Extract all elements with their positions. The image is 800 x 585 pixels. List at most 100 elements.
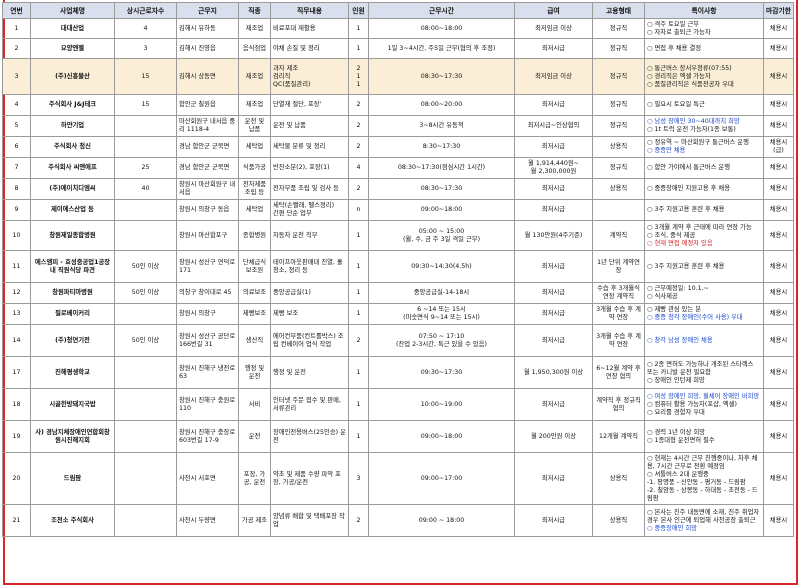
note-line: ○ 자차로 출퇴근 가능자	[647, 28, 711, 36]
duty-description-cell: 야채 손질 및 정리	[270, 38, 349, 59]
deadline-cell: 채용시	[763, 356, 794, 389]
headcount-cell: 3	[348, 452, 369, 505]
salary-cell: 최저시급~인상협의	[514, 115, 593, 137]
headcount-cell: 1	[348, 420, 369, 453]
employment-type-cell: 3개월 수습 후 계약 연장	[592, 324, 645, 357]
job-category-cell: 행정 및 운전	[238, 356, 271, 389]
headcount-cell: 1	[348, 38, 369, 59]
duty-description-cell: 세탁물 분류 및 정리	[270, 136, 349, 158]
salary-cell: 월 130만원(4주기준)	[514, 220, 593, 251]
note-line: ○ 1종대형 운전면허 필수	[647, 436, 715, 444]
table-body: 1 대대산업 4 김해시 유하동 제조업 비료포대 재활용 1 08:00~18:00 최저임금…	[2, 18, 794, 537]
note-line: ○ 제빵 관심 있는 분	[647, 306, 702, 313]
salary-cell: 최저시급	[514, 452, 593, 505]
note-line: ○ 남성 장애인 30~40대까지 희망	[647, 118, 740, 125]
note-line: ○ 요리를 경험자 우대	[647, 408, 705, 416]
deadline-cell: 채용시	[763, 199, 794, 221]
special-notes-cell: ○ 격주 토요일 근무 ○ 자차로 출퇴근 가능자	[644, 18, 764, 39]
special-notes-cell: ○ 여성 장애인 희망, 휠체어 장애인 비희망 ○ 컴퓨터 활용 가능자(포샵,…	[644, 388, 764, 421]
duty-description-cell: 반찬소분(2), 포장(1)	[270, 157, 349, 179]
table-row: 21 조천소 주식회사 사천시 두량면 가공 제조 양념류 배합 및 택배포장 작업 2 0…	[2, 504, 794, 537]
work-hours-cell: 6 ~14 또는 15시 (미숫면식 9~14 또는 15시)	[368, 303, 515, 325]
table-row: 17 진해평생학교 창원시 진해구 냉전로 63 행정 및 운전 행정 및 운전 1 09:…	[2, 356, 794, 389]
employment-type-cell: 계약직 후 정규직 협의	[592, 388, 645, 421]
special-notes-cell: ○ 함안 가야에서 통근버스 운행	[644, 157, 764, 179]
note-line: ○ 중증 청각 장애인(수어 사용) 우대	[647, 314, 743, 321]
row-number-cell: 12	[2, 282, 31, 304]
row-number-cell: 21	[2, 504, 31, 537]
employee-count-cell	[114, 220, 177, 251]
headcount-cell: 2	[348, 94, 369, 116]
work-hours-cell: 08:00~20:00	[368, 94, 515, 116]
headcount-cell: 4	[348, 157, 369, 179]
deadline-cell: 채용시	[763, 94, 794, 116]
headcount-cell: 2	[348, 504, 369, 537]
row-number-cell: 13	[2, 303, 31, 325]
note-line: ○ 경력 1년 이상 희망	[647, 428, 706, 436]
work-hours-cell: 1일 3~4시간, 주5일 근무(협의 후 조정)	[368, 38, 515, 59]
employment-type-cell: 6~12월 계약 후 연장 협의	[592, 356, 645, 389]
work-location-cell: 함안군 칠원읍	[176, 94, 239, 116]
note-line: ○ 면접 후 채용 결정	[647, 44, 702, 52]
headcount-cell: 2	[348, 136, 369, 158]
company-name-cell: 요양엔젤	[30, 38, 115, 59]
company-name-cell: 에스엠피 - 효성중공업1공장 내 직원식당 파견	[30, 250, 115, 283]
table-row: 2 요양엔젤 3 김해시 진영읍 음식점업 야채 손질 및 정리 1 1일 3~4시간, 주5…	[2, 38, 794, 59]
duty-description-cell: 단열재 절단, 포장'	[270, 94, 349, 116]
row-number-cell: 1	[2, 18, 31, 39]
deadline-cell: 채용시	[763, 58, 794, 95]
note-line: ○ 2종 면허도 가능하나 개조된 스타렉스 또는 카니발 운전 필요함	[647, 360, 754, 376]
employment-type-cell: 1년 단위 계약연장	[592, 250, 645, 283]
deadline-cell: 채용시	[763, 282, 794, 304]
company-name-cell: 주식회사 청신	[30, 136, 115, 158]
duty-description-cell: 장애인전용버스(25인승) 운전	[270, 420, 349, 453]
salary-cell: 월 1,914,440원~ 월 2,300,000원	[514, 157, 593, 179]
job-category-cell: 운전 및 납품	[238, 115, 271, 137]
special-notes-cell: ○ 통근버스 장서우정류(07:55) ○ 경리직은 엑셀 가능자 ○ 품질관리직은…	[644, 58, 764, 95]
job-category-cell: 식품가공	[238, 157, 271, 179]
table-row: 13 필로베이커리 창원시 의창구 제빵보조 제빵 보조 1 6 ~14 또는 15시 (미…	[2, 303, 794, 325]
employment-type-cell: 상용직	[592, 178, 645, 200]
table-row: 8 (주)에이치디엠씨 40 창원시 마산회원구 내서읍 전자제품 조립 등 전자부품 조…	[2, 178, 794, 200]
deadline-cell: 채용시(급)	[763, 136, 794, 158]
employment-type-cell: 정규직	[592, 157, 645, 179]
special-notes-cell: ○ 3주 지원고용 훈련 후 채용	[644, 199, 764, 221]
row-number-cell: 19	[2, 420, 31, 453]
job-category-cell: 의료보조	[238, 282, 271, 304]
work-location-cell: 창원시 성산구 공단로 166번길 31	[176, 324, 239, 357]
duty-description-cell: 인터넷 주문 접수 및 판매, 서류관리	[270, 388, 349, 421]
company-name-cell: (주)청연기전	[30, 324, 115, 357]
special-notes-cell: ○ 3개월 계약 후 근태에 따라 연장 가능 ○ 조식, 중식 제공 ○ 현재 면…	[644, 220, 764, 251]
note-line: ○ 장애인 인턴제 희망	[647, 376, 705, 384]
salary-cell: 최저시급	[514, 199, 593, 221]
employee-count-cell: 4	[114, 18, 177, 39]
salary-cell: 월 200만원 이상	[514, 420, 593, 453]
work-hours-cell: 05:00 ~ 15:00 (월, 수, 금 주 3일 격일 근무)	[368, 220, 515, 251]
work-hours-cell: 09:00~18:00	[368, 199, 515, 221]
work-location-cell: 경남 함안군 군북면	[176, 136, 239, 158]
row-number-cell: 7	[2, 157, 31, 179]
salary-cell: 최저시급	[514, 282, 593, 304]
employment-type-cell	[592, 199, 645, 221]
headcount-cell: 2 1 1	[348, 58, 369, 95]
deadline-cell: 채용시	[763, 504, 794, 537]
header-row: 연번 사업체명 상시근로자수 근무지 직종 직무내용 인원 근무시간 급여 고용…	[2, 2, 794, 19]
special-notes-cell: ○ 경력 1년 이상 희망 ○ 1종대형 운전면허 필수	[644, 420, 764, 453]
headcount-cell: 1	[348, 282, 369, 304]
salary-cell: 최저임금 이상	[514, 58, 593, 95]
company-name-cell: 주식회사 J&J테크	[30, 94, 115, 116]
job-category-cell: 제조업	[238, 94, 271, 116]
work-location-cell: 김해시 유하동	[176, 18, 239, 39]
work-location-cell: 사천시 두량면	[176, 504, 239, 537]
headcount-cell: 2	[348, 324, 369, 357]
employment-type-cell: 정규직	[592, 115, 645, 137]
note-line: ○ 경리직은 엑셀 가능자	[647, 72, 711, 80]
table-row: 7 주식회사 씨앤에프 25 경남 함안군 군북면 식품가공 반찬소분(2), 포장(1)…	[2, 157, 794, 179]
note-line: -1. 팡명풍 - 신안동 - 평거동 - 드림팜	[647, 478, 746, 486]
duty-description-cell: 행정 및 운전	[270, 356, 349, 389]
special-notes-cell: ○ 창각 남성 장애인 채용	[644, 324, 764, 357]
job-category-cell: 포장, 가공, 운전	[238, 452, 271, 505]
note-line: ○ 함안 가야에서 통근버스 운행	[647, 164, 731, 171]
work-hours-cell: 08:30~17:30	[368, 178, 515, 200]
note-line: ○ 중증장애인 희망	[647, 524, 698, 532]
